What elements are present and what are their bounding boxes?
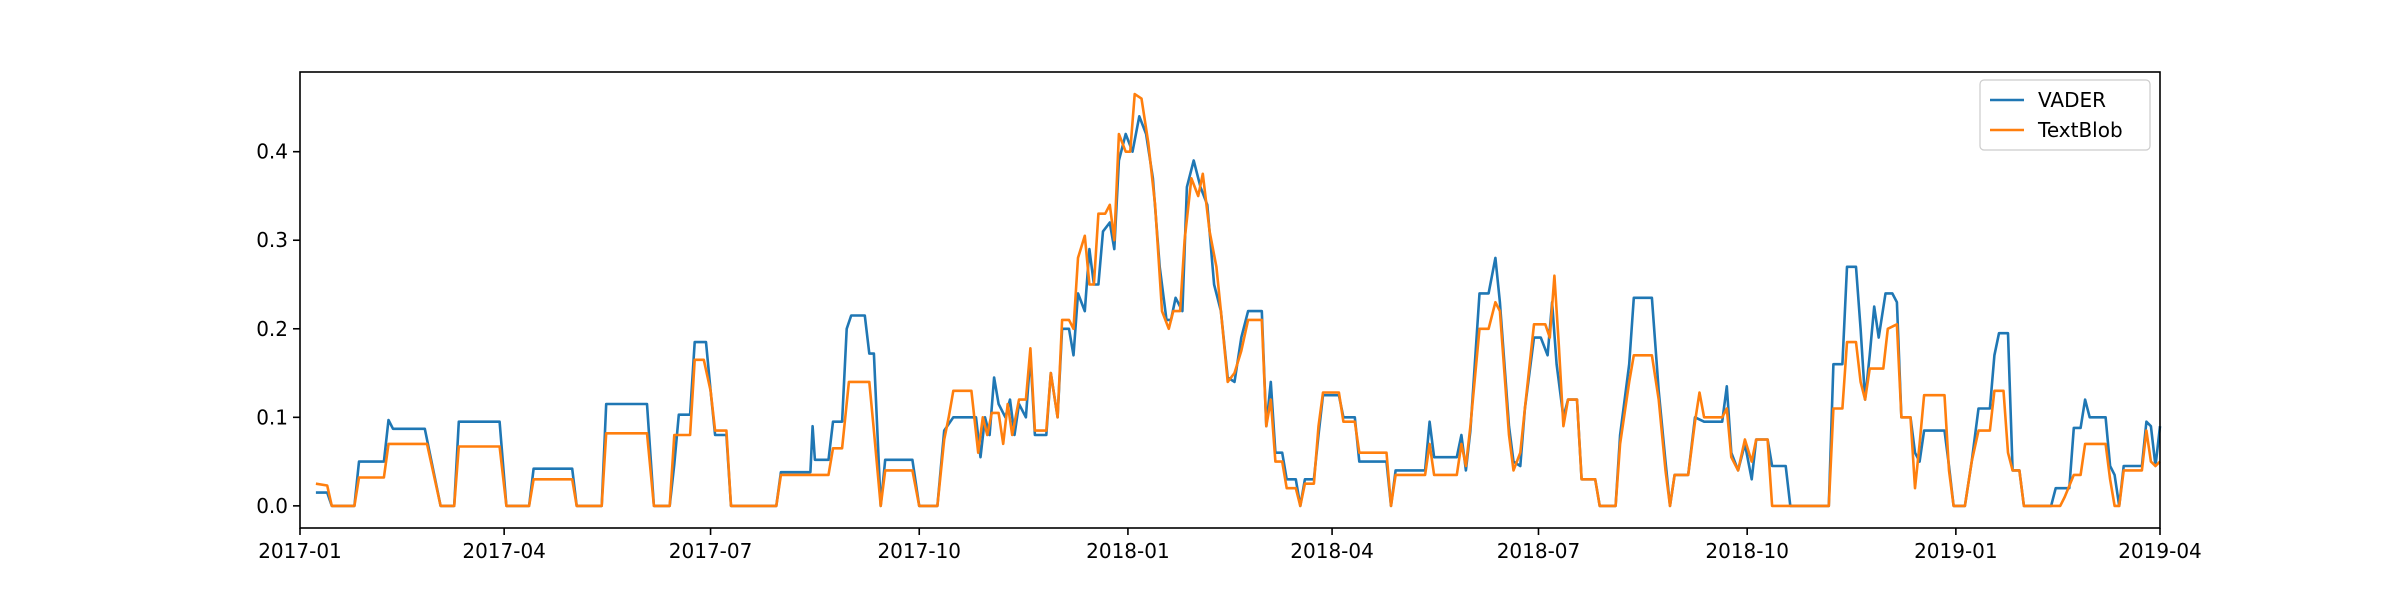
x-tick-label: 2017-04 — [462, 539, 546, 563]
legend-label-vader: VADER — [2038, 88, 2106, 112]
legend: VADER TextBlob — [1979, 79, 2151, 151]
x-tick-label: 2017-07 — [669, 539, 753, 563]
y-tick-label: 0.2 — [256, 317, 288, 341]
y-tick-label: 0.3 — [256, 228, 288, 252]
x-tick-label: 2018-01 — [1086, 539, 1170, 563]
y-tick-label: 0.1 — [256, 405, 288, 429]
series-line-vader — [315, 115, 2162, 508]
y-tick-label: 0.4 — [256, 140, 288, 164]
x-tick-label: 2018-04 — [1290, 539, 1374, 563]
x-tick-label: 2019-01 — [1914, 539, 1998, 563]
x-tick-label: 2018-10 — [1705, 539, 1789, 563]
x-tick-label: 2017-10 — [877, 539, 961, 563]
x-tick-label: 2018-07 — [1497, 539, 1581, 563]
y-axis: 0.0 0.1 0.2 0.3 0.4 — [256, 140, 300, 518]
series-layer — [315, 92, 2162, 508]
y-tick-label: 0.0 — [256, 494, 288, 518]
x-axis: 2017-01 2017-04 2017-07 2017-10 2018-01 2018-… — [258, 528, 2202, 563]
legend-label-textblob: TextBlob — [2037, 118, 2123, 142]
x-tick-label: 2017-01 — [258, 539, 342, 563]
series-line-textblob — [315, 92, 2161, 508]
legend-box — [1979, 79, 2151, 151]
x-tick-label: 2019-04 — [2118, 539, 2202, 563]
axes-frame — [299, 71, 2161, 529]
